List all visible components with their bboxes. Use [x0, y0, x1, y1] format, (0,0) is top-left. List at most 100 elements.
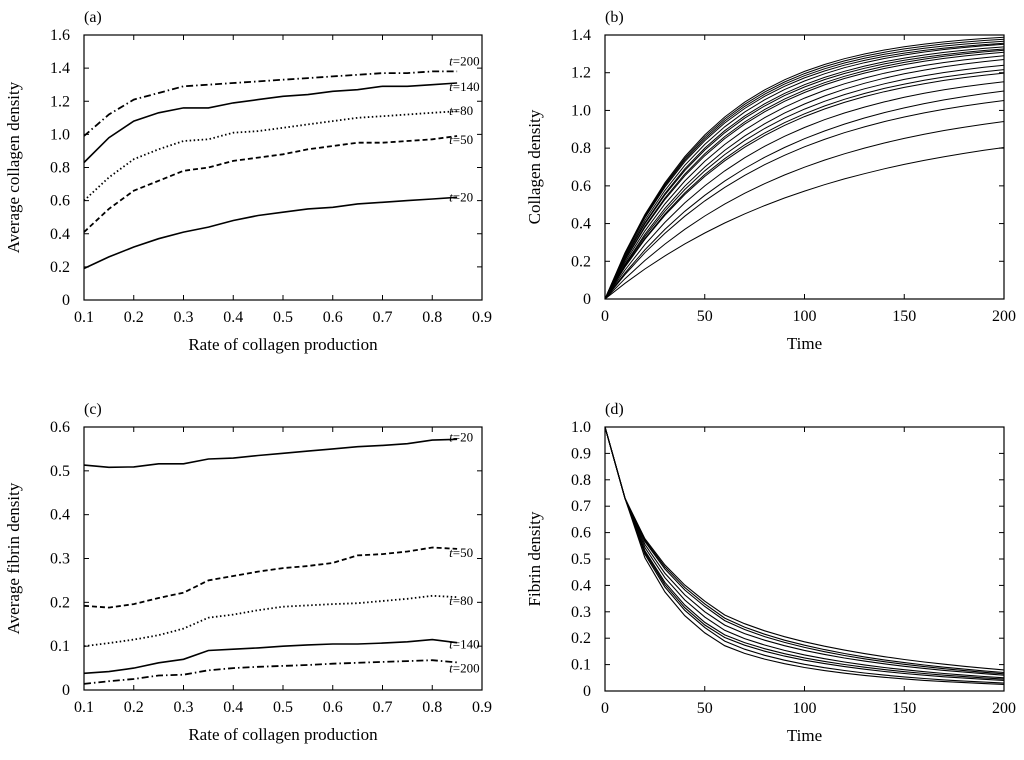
series-line [604, 426, 1005, 685]
panel-label: (d) [605, 401, 624, 418]
x-tick-label: 0.9 [472, 309, 492, 326]
panel-a: (a) 0.1 0.2 0.3 0.4 0.5 0.6 0.7 0.8 0.9 0 0.2 0.4 0.6… [4, 9, 492, 354]
series-line [604, 42, 1005, 300]
x-tick-label: 0.1 [74, 699, 94, 716]
series-line [604, 48, 1005, 300]
series-line [83, 196, 458, 270]
series-line [604, 72, 1005, 300]
x-tick-label: 0.7 [373, 699, 393, 716]
y-tick-label: 0.2 [50, 259, 70, 276]
series-line [604, 43, 1005, 300]
y-tick-label: 0.6 [50, 193, 70, 210]
x-axis-label: Rate of collagen production [188, 335, 378, 354]
series-label-var: t [449, 660, 453, 675]
y-tick-label: 0.6 [571, 178, 591, 195]
series-label-var: t [449, 53, 453, 68]
x-tick-label: 0.6 [323, 309, 343, 326]
x-tick-label: 0.5 [273, 699, 293, 716]
x-tick-label: 0.8 [422, 699, 442, 716]
y-tick-label: 0.8 [571, 472, 591, 489]
plot-frame [83, 34, 483, 301]
y-tick-label: 0.2 [571, 630, 591, 647]
x-tick-label: 0.1 [74, 309, 94, 326]
panel-d: (d) 0 50 100 150 200 0 0.1 0.2 0.3 0.4 0.5 0.6 0.7 0.8… [525, 401, 1016, 745]
series-line [604, 121, 1005, 300]
x-tick-label: 50 [697, 700, 713, 717]
y-tick-label: 0.1 [571, 657, 591, 674]
y-tick-label: 1.2 [571, 65, 591, 82]
x-axis-label: Rate of collagen production [188, 725, 378, 744]
series-line [83, 110, 458, 202]
series-label-var: t [449, 545, 453, 560]
series-line [83, 546, 458, 609]
y-tick-label: 1.0 [571, 102, 591, 119]
series-line [604, 147, 1005, 300]
series-line [604, 426, 1005, 681]
y-tick-label: 0.6 [50, 419, 70, 436]
y-tick-label: 0 [583, 291, 591, 308]
x-tick-label: 0 [601, 700, 609, 717]
y-tick-label: 0.3 [50, 551, 70, 568]
series-line [604, 100, 1005, 300]
series-label-var: t [449, 637, 453, 652]
series-line [604, 59, 1005, 300]
y-tick-label: 1.0 [50, 126, 70, 143]
series-label-value: =80 [453, 103, 473, 118]
series-label: t=20 [449, 429, 473, 444]
y-tick-label: 0 [62, 682, 70, 699]
series-label: t=80 [449, 593, 473, 608]
series-line [604, 38, 1005, 300]
series-label-var: t [449, 593, 453, 608]
series-label-var: t [449, 103, 453, 118]
series-line [604, 426, 1005, 679]
x-axis-label: Time [787, 726, 822, 745]
y-tick-label: 0.4 [571, 216, 591, 233]
x-tick-label: 0.6 [323, 699, 343, 716]
y-axis-label: Average fibrin density [4, 482, 23, 634]
x-tick-label: 0.7 [373, 309, 393, 326]
y-axis-label: Collagen density [525, 109, 544, 224]
y-tick-label: 0.4 [571, 577, 591, 594]
series-line [83, 438, 458, 469]
series-line [604, 40, 1005, 300]
plot-frame [604, 426, 1005, 692]
series-label-value: =20 [453, 189, 473, 204]
series-label-var: t [449, 132, 453, 147]
series-label: t=50 [449, 545, 473, 560]
y-tick-label: 0 [583, 683, 591, 700]
series-label-value: =200 [453, 53, 480, 68]
x-tick-label: 0.2 [124, 309, 144, 326]
y-tick-label: 0.6 [571, 525, 591, 542]
x-tick-label: 0.9 [472, 699, 492, 716]
series-label: t=200 [449, 660, 479, 675]
series-line [604, 36, 1005, 300]
panel-label: (b) [605, 9, 624, 26]
series-line [604, 64, 1005, 300]
y-tick-label: 0.4 [50, 226, 70, 243]
y-tick-label: 1.4 [50, 60, 70, 77]
series-label: t=200 [449, 53, 479, 68]
x-tick-label: 150 [892, 700, 916, 717]
y-axis-label: Average collagen density [4, 81, 23, 253]
x-tick-label: 0.4 [223, 699, 243, 716]
x-axis-label: Time [787, 334, 822, 353]
y-tick-label: 0 [62, 292, 70, 309]
series-label: t=20 [449, 189, 473, 204]
y-tick-label: 1.6 [50, 27, 70, 44]
x-tick-label: 0 [601, 308, 609, 325]
series-line [83, 638, 458, 675]
y-tick-label: 0.2 [50, 594, 70, 611]
x-tick-label: 0.2 [124, 699, 144, 716]
y-tick-label: 1.0 [571, 419, 591, 436]
series-label-value: =140 [453, 637, 480, 652]
series-label-var: t [449, 429, 453, 444]
series-line [604, 426, 1005, 676]
series-label-var: t [449, 189, 453, 204]
y-tick-label: 1.4 [571, 27, 591, 44]
series-line [604, 426, 1005, 684]
series-label: t=140 [449, 637, 479, 652]
x-tick-label: 0.8 [422, 309, 442, 326]
y-tick-label: 0.4 [50, 507, 70, 524]
series-label-var: t [449, 79, 453, 94]
